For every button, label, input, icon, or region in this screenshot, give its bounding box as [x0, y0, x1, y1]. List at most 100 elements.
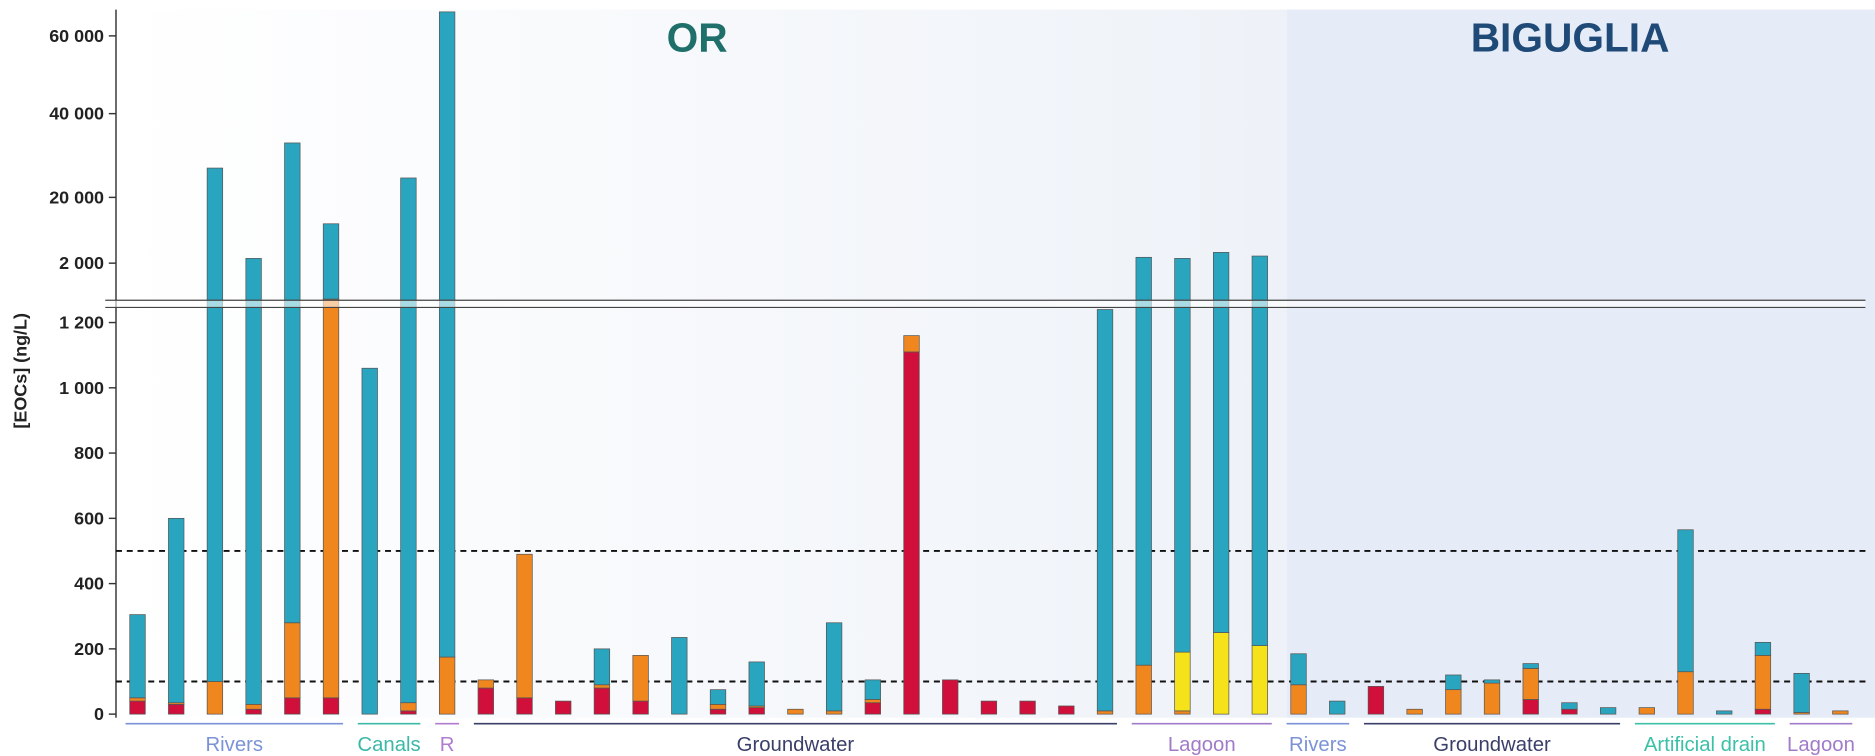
- y-tick-label: 0: [94, 704, 104, 724]
- group-label: Artificial drain: [1644, 734, 1766, 756]
- background: [115, 9, 1287, 718]
- bar-segment: [709, 703, 727, 710]
- y-tick-label: 1 000: [59, 378, 104, 398]
- bar-segment: [555, 700, 572, 715]
- bar-segment: [593, 684, 611, 689]
- bar-segment: [1483, 682, 1501, 715]
- bar-segment: [438, 11, 456, 658]
- bar-segment: [284, 622, 301, 699]
- bar-segment: [245, 708, 262, 715]
- bar-segment: [129, 614, 146, 699]
- y-tick-label: 1 200: [59, 313, 104, 333]
- bar-segment: [1135, 256, 1152, 666]
- bar-segment: [709, 708, 727, 715]
- bar-segment: [593, 687, 611, 715]
- group-label: Groundwater: [1433, 734, 1551, 756]
- bar-segment: [1058, 705, 1075, 715]
- bar-segment: [516, 553, 533, 699]
- bar-segment: [1522, 699, 1539, 715]
- bar-segment: [825, 710, 843, 715]
- region-title: OR: [667, 14, 728, 60]
- bar-segment: [1716, 710, 1733, 715]
- bar-segment: [206, 167, 224, 682]
- bar-segment: [1754, 708, 1772, 715]
- bar-segment: [1290, 684, 1307, 715]
- bar-segment: [903, 351, 920, 715]
- bar-segment: [245, 703, 262, 710]
- bar-segment: [1212, 632, 1230, 715]
- y-axis-label: [EOCs] (ng/L): [10, 313, 30, 429]
- bar-segment: [1329, 700, 1346, 715]
- bar-segment: [1638, 707, 1655, 715]
- y-tick-label: 60 000: [49, 26, 104, 46]
- bar-segment: [1793, 672, 1810, 713]
- bar-segment: [400, 177, 417, 704]
- bar-segment: [1367, 686, 1385, 715]
- bar-segment: [1832, 710, 1849, 715]
- bar-segment: [1096, 710, 1114, 715]
- bar-segment: [438, 656, 456, 715]
- y-tick-label: 2 000: [59, 253, 104, 273]
- bar-segment: [1754, 655, 1772, 710]
- bar-segment: [1251, 645, 1268, 715]
- bar-segment: [1096, 309, 1114, 712]
- bar-segment: [129, 697, 146, 702]
- bar-segment: [322, 223, 340, 300]
- y-tick-label: 600: [74, 508, 104, 528]
- bar-segment: [1561, 702, 1578, 710]
- group-label: Canals: [357, 734, 420, 756]
- bar-segment: [1483, 679, 1501, 684]
- bar-segment: [1174, 651, 1191, 712]
- bar-segment: [168, 517, 185, 704]
- bar-segment: [1561, 708, 1578, 715]
- bar-segment: [632, 700, 649, 715]
- bar-segment: [1599, 707, 1617, 715]
- group-label: Groundwater: [737, 734, 855, 756]
- bar-segment: [477, 679, 494, 689]
- bar-segment: [825, 622, 843, 712]
- bar-segment: [284, 142, 301, 624]
- group-label: Rivers: [1289, 734, 1347, 756]
- bar-segment: [168, 703, 185, 715]
- bar-segment: [787, 708, 804, 715]
- bar-segment: [1522, 668, 1539, 700]
- bar-segment: [671, 637, 688, 715]
- bar-segment: [1290, 653, 1307, 686]
- y-tick-label: 200: [74, 639, 104, 659]
- bar-segment: [1445, 689, 1462, 715]
- group-label: Lagoon: [1168, 734, 1236, 756]
- bar-segment: [1135, 664, 1152, 715]
- group-label: R: [440, 734, 455, 756]
- bar-segment: [284, 697, 301, 715]
- bar-segment: [1406, 708, 1423, 715]
- bar-segment: [748, 661, 765, 707]
- bar-segment: [632, 655, 649, 702]
- bar-segment: [864, 699, 881, 704]
- bar-segment: [129, 700, 146, 715]
- group-label: Rivers: [205, 734, 263, 756]
- axis-break: [105, 300, 1866, 308]
- group-label: Lagoon: [1787, 734, 1855, 756]
- bar-segment: [709, 689, 727, 705]
- bar-segment: [361, 367, 378, 715]
- bar-segment: [864, 679, 881, 700]
- bar-segment: [322, 298, 340, 699]
- bar-segment: [1677, 529, 1694, 673]
- bar-segment: [400, 710, 417, 715]
- background: [1286, 9, 1875, 718]
- bar-segment: [1251, 255, 1268, 646]
- bar-segment: [1212, 252, 1230, 633]
- bar-segment: [1522, 663, 1539, 669]
- bar-segment: [400, 702, 417, 712]
- bar-segment: [477, 687, 494, 715]
- bar-segment: [516, 697, 533, 715]
- bar-segment: [748, 707, 765, 715]
- bar-segment: [322, 697, 340, 715]
- bar-segment: [1445, 674, 1462, 691]
- bar-segment: [245, 258, 262, 705]
- y-tick-label: 400: [74, 574, 104, 594]
- region-title: BIGUGLIA: [1471, 14, 1670, 60]
- bar-segment: [980, 700, 998, 715]
